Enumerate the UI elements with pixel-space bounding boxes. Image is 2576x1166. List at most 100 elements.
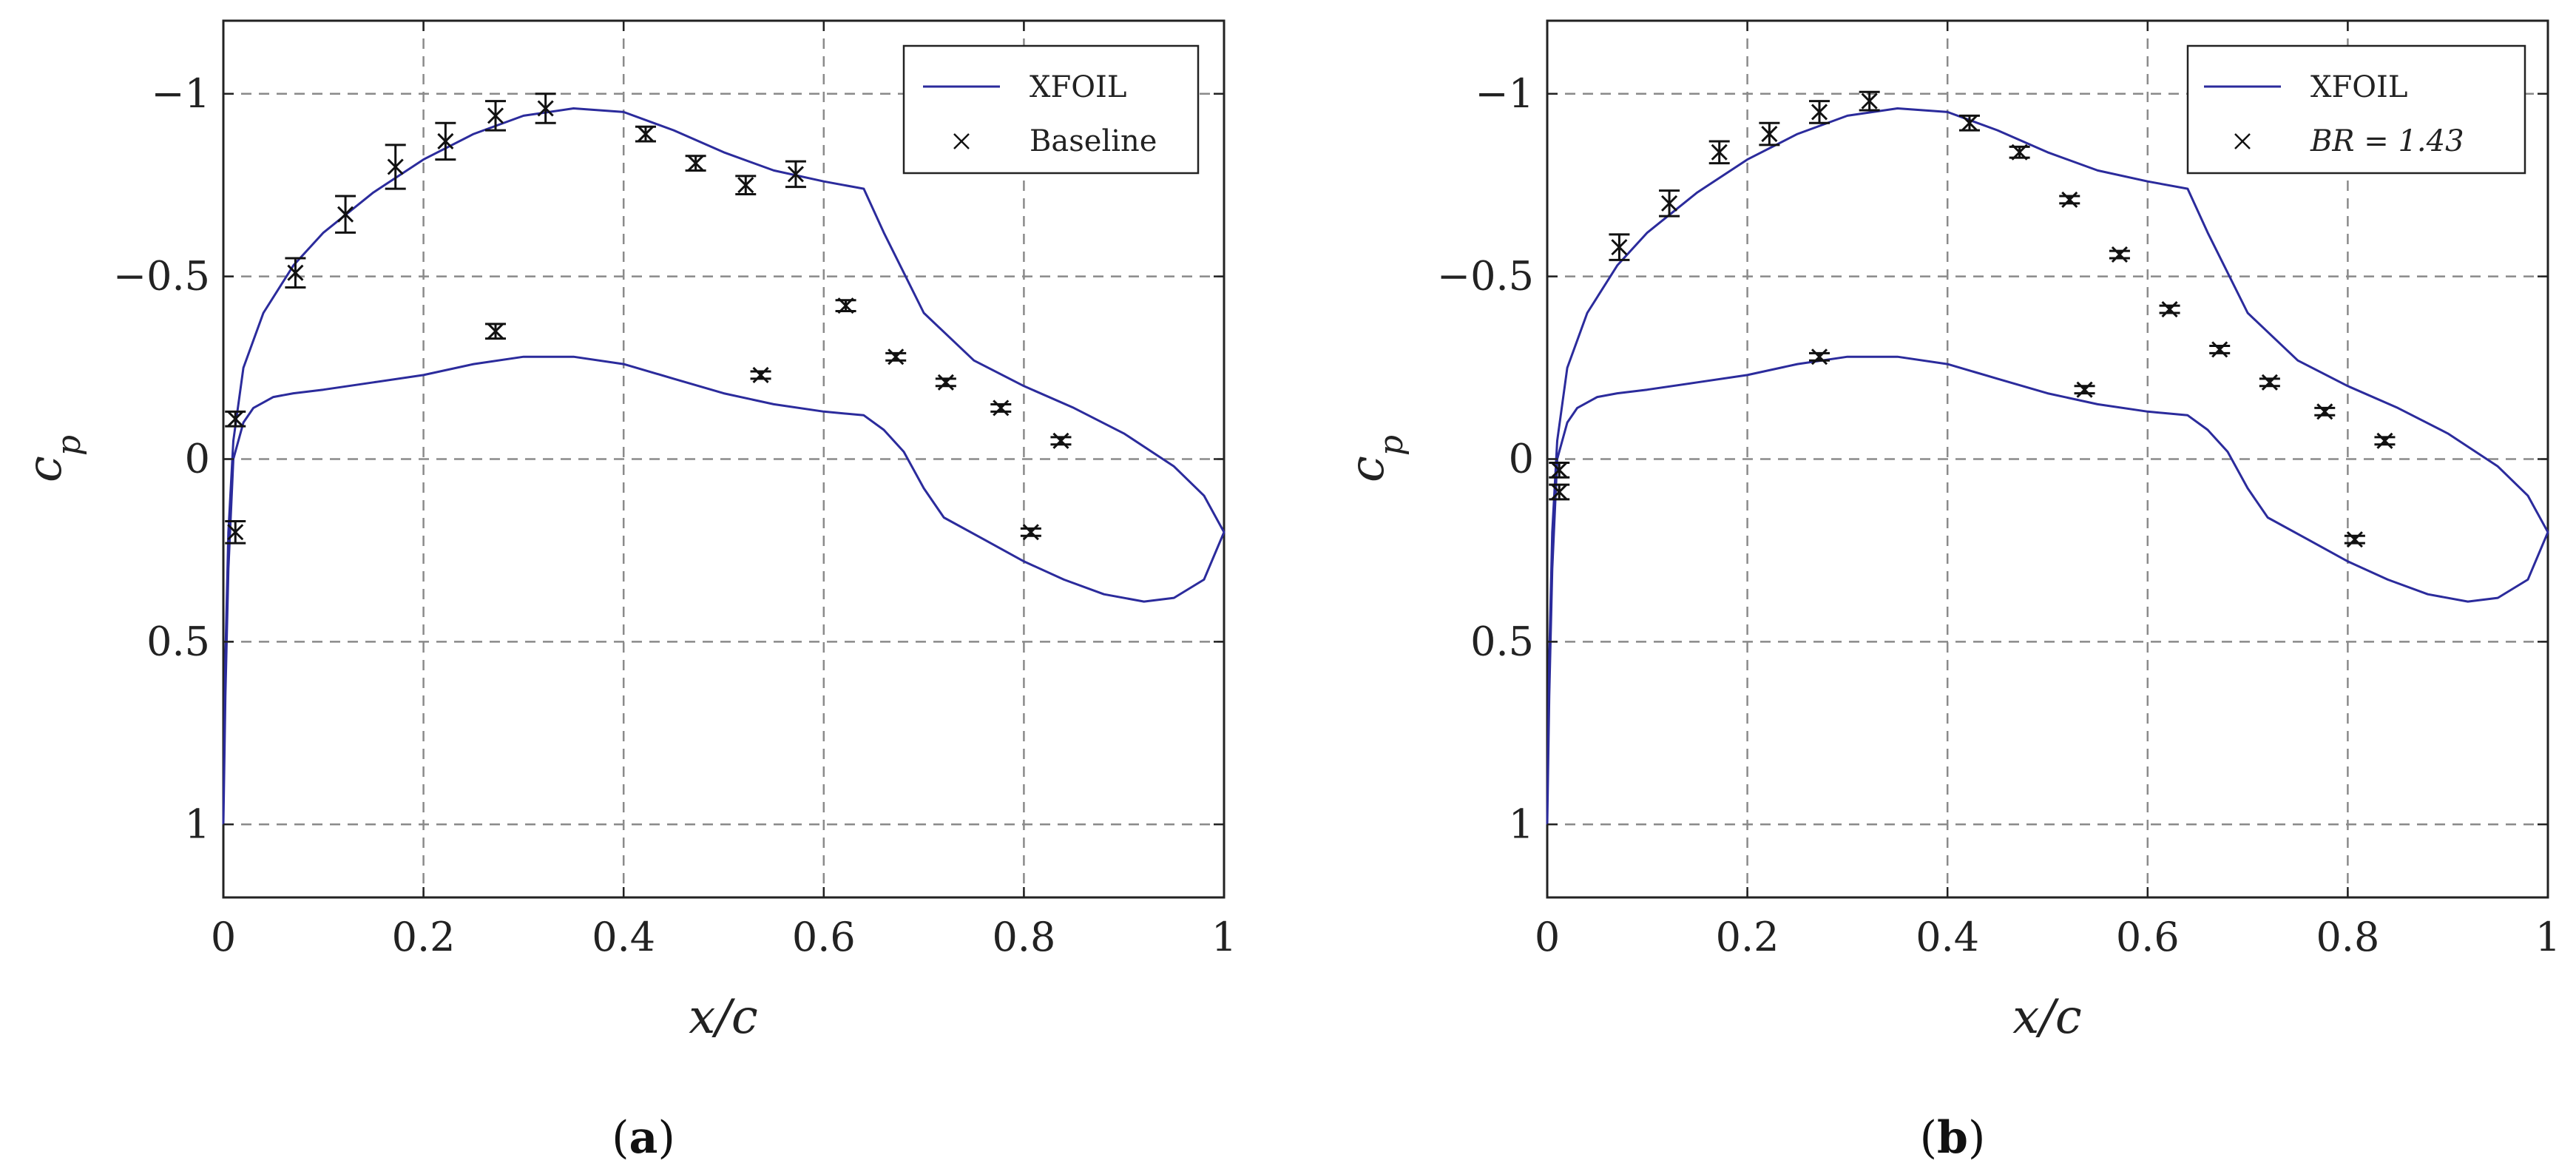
panel-a-legend: XFOIL Baseline (902, 44, 1200, 175)
y-tick-label: 0 (1509, 436, 1534, 482)
x-tick-label: 0.6 (2116, 914, 2180, 960)
panel-b-xlabel: x/c (2012, 990, 2082, 1045)
data-point (750, 366, 771, 383)
data-point (285, 257, 306, 289)
data-point (1809, 100, 1830, 124)
data-point (885, 348, 907, 365)
x-tick-label: 0.4 (592, 914, 655, 960)
panel-b-ylabel-main: c (1340, 456, 1395, 482)
data-point (2159, 301, 2180, 318)
cross-marker (937, 374, 954, 391)
cross-marker (287, 264, 304, 281)
cross-marker (2061, 191, 2078, 208)
data-point (2344, 531, 2365, 548)
data-point (2074, 381, 2095, 398)
cross-marker (1961, 115, 1978, 132)
cross-marker (2161, 301, 2178, 318)
data-point (485, 323, 507, 340)
panel-a-legend-marker-swatch (953, 133, 970, 149)
panel-a-ticks: 0 0.2 0.4 0.6 0.8 1 −1 −0.5 0 0.5 1 (113, 21, 1237, 960)
cross-marker (437, 132, 454, 149)
data-point (2059, 191, 2080, 208)
panel-b-legend-box (2186, 44, 2526, 175)
cross-marker (888, 348, 905, 365)
data-point (1659, 189, 1680, 218)
cross-marker (1611, 239, 1628, 256)
panel-a-legend-label-xfoil: XFOIL (1030, 70, 1126, 104)
cross-marker (1811, 348, 1828, 365)
cross-marker (2376, 432, 2393, 449)
x-tick-label: 0.8 (992, 914, 1055, 960)
panel-b-legend-marker-swatch (2234, 133, 2251, 149)
cross-marker (1052, 432, 1069, 449)
panel-a-series (222, 92, 1226, 825)
data-point (1020, 524, 1041, 541)
cross-marker (1811, 104, 1828, 121)
y-tick-label: −1 (151, 70, 210, 117)
data-point (635, 125, 656, 143)
panel-a-legend-label-series: Baseline (1030, 124, 1157, 158)
data-point (785, 160, 806, 189)
cross-marker (2261, 374, 2278, 391)
cross-marker (1551, 483, 1568, 500)
panel-a-ylabel-sub: p (50, 435, 88, 456)
data-point (2209, 341, 2231, 358)
data-point (1609, 233, 1630, 261)
panel-b-chart: 0 0.2 0.4 0.6 0.8 1 −1 −0.5 0 0.5 1 XFOIL BR = 1.4… (1340, 19, 2560, 1164)
cross-marker (487, 107, 504, 124)
cross-marker (752, 366, 769, 383)
y-tick-label: −0.5 (113, 253, 210, 300)
data-point (385, 144, 406, 190)
cross-marker (1022, 524, 1039, 541)
data-point (685, 155, 706, 172)
data-point (335, 195, 356, 234)
data-point (225, 519, 246, 545)
panel-b-legend-label-series: BR = 1.43 (2310, 124, 2464, 158)
data-point (1708, 140, 1730, 165)
cross-marker (687, 155, 704, 172)
panel-b-ylabel-sub: p (1373, 435, 1410, 456)
data-point (1809, 348, 1830, 365)
xfoil-series-line (222, 107, 1226, 825)
data-point (435, 121, 456, 161)
panel-a-legend-box (902, 44, 1200, 175)
data-point (1759, 121, 1780, 146)
xfoil-series-line (1546, 107, 2549, 825)
cross-marker (737, 177, 754, 194)
data-point (1958, 114, 1980, 132)
data-point (2374, 432, 2396, 449)
x-tick-label: 1 (2535, 914, 2560, 960)
data-point (990, 400, 1012, 417)
cross-marker (487, 323, 504, 340)
data-point (1050, 432, 1072, 449)
data-point (2259, 374, 2280, 391)
panel-b-series (1546, 90, 2549, 825)
data-point (485, 100, 507, 132)
cross-marker (387, 158, 404, 175)
panel-a-chart: 0 0.2 0.4 0.6 0.8 1 −1 −0.5 0 0.5 1 XFOIL Baseline… (18, 19, 1237, 1164)
panel-b-legend: XFOIL BR = 1.43 (2186, 44, 2526, 175)
x-tick-label: 0.2 (392, 914, 456, 960)
y-tick-label: 0 (185, 436, 210, 482)
x-tick-label: 0.4 (1916, 914, 1979, 960)
data-point (735, 175, 757, 196)
cross-marker (2111, 246, 2128, 263)
cross-marker (837, 297, 854, 314)
x-tick-label: 0 (1535, 914, 1560, 960)
data-point (1549, 483, 1570, 501)
cross-marker (337, 206, 354, 223)
cross-marker (2211, 341, 2228, 358)
cross-marker (1711, 144, 1728, 161)
cross-marker (1761, 126, 1778, 143)
panel-b-legend-label-xfoil: XFOIL (2310, 70, 2407, 104)
cross-marker (1661, 195, 1678, 212)
data-point (2314, 403, 2336, 420)
cross-marker (2076, 381, 2093, 398)
cross-marker (2346, 531, 2363, 548)
cross-marker (2011, 144, 2028, 161)
y-tick-label: 0.5 (1470, 618, 1534, 664)
x-tick-label: 0.2 (1716, 914, 1779, 960)
cross-marker (993, 400, 1010, 417)
panel-a-ylabel-main: c (18, 456, 72, 482)
